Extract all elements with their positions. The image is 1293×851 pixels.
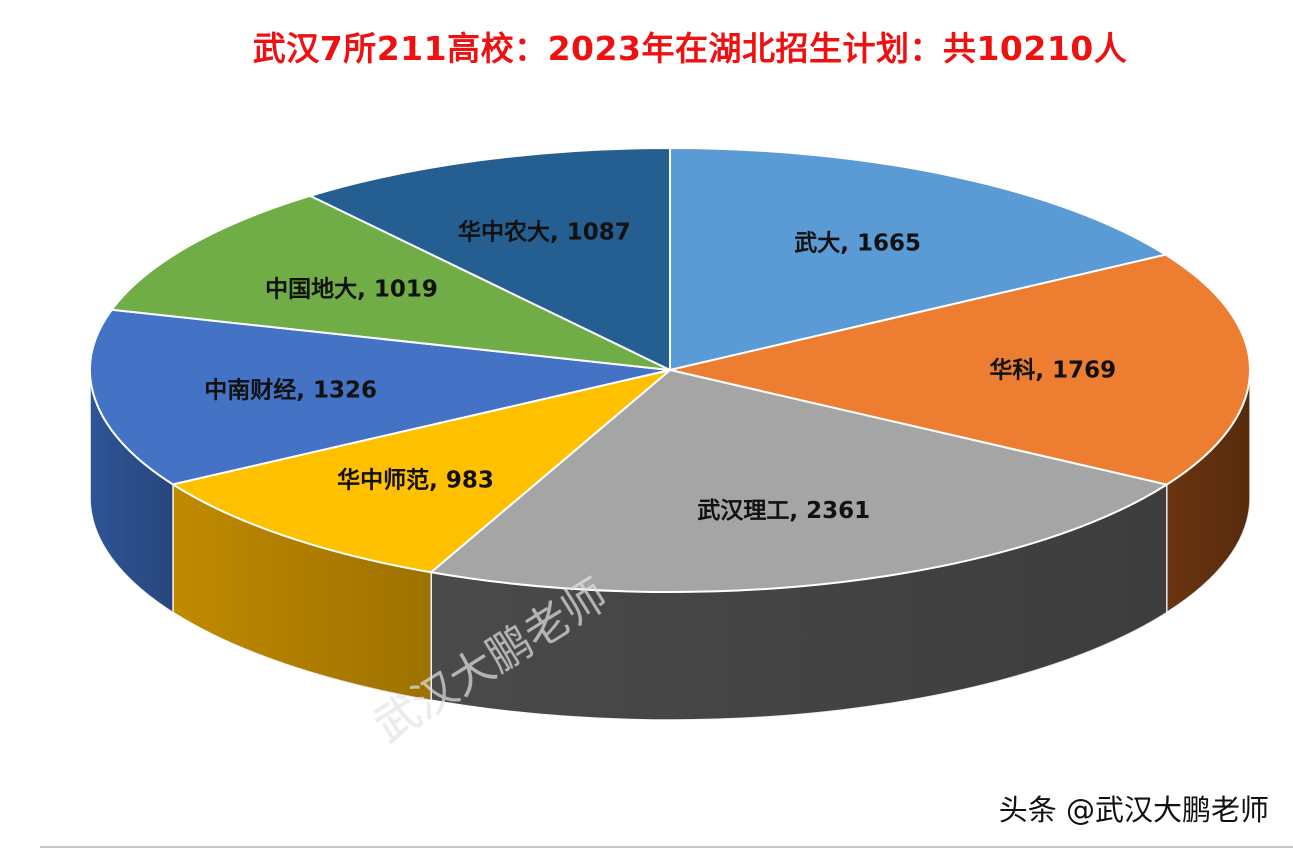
pie-slice-4 [171, 369, 671, 574]
slice-label-3: 武汉理工, 2361 [697, 498, 870, 524]
slice-label-7: 华中农大, 1087 [458, 219, 631, 246]
pie-slice-6 [110, 194, 671, 371]
pie-side-shade-4 [172, 484, 432, 701]
pie-slice-5 [89, 308, 671, 486]
slice-label-4: 华中师范, 983 [337, 466, 494, 493]
slice-label-2: 华科, 1769 [989, 357, 1116, 384]
slice-labels: 武大, 1665 华科, 1769 武汉理工, 2361 华中师范, 983 中南财经,… [204, 219, 1116, 524]
divider [40, 846, 1293, 848]
source-credit: 头条 @武汉大鹏老师 [998, 793, 1269, 827]
slice-label-6: 中国地大, 1019 [265, 277, 438, 303]
pie-side-shade-2 [1166, 372, 1250, 613]
pie-side-shade-5 [90, 370, 173, 613]
pie-side-shade-3 [431, 484, 1167, 720]
pie-slice-2 [669, 253, 1251, 486]
slice-label-5: 中南财经, 1326 [204, 376, 377, 403]
chart-title: 武汉7所211高校：2023年在湖北招生计划：共10210人 [252, 29, 1128, 68]
pie-top-faces [89, 147, 1251, 593]
pie-slice-1 [669, 147, 1167, 371]
pie-slice-3 [430, 369, 1168, 593]
slice-label-1: 武大, 1665 [794, 230, 921, 256]
pie-side-walls [89, 370, 1251, 721]
pie-slice-7 [309, 147, 671, 371]
